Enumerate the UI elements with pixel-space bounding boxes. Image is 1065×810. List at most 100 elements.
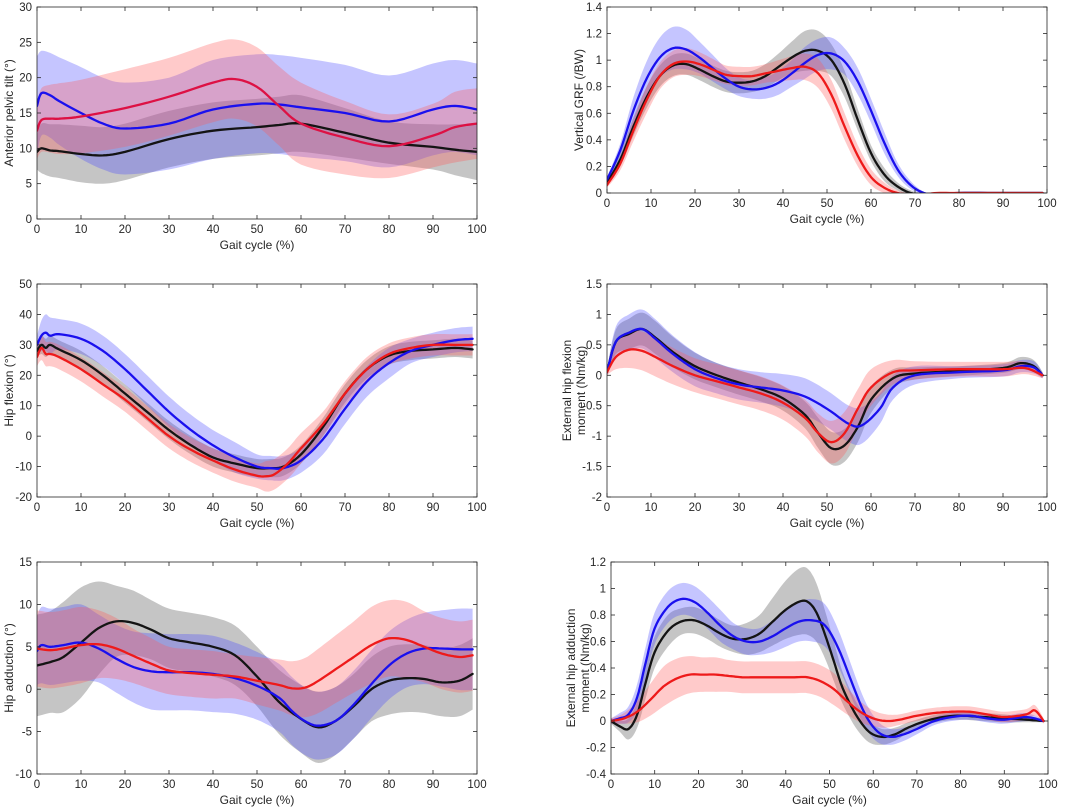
x-tick-label: 70 (911, 779, 924, 791)
x-tick-label: 0 (604, 198, 610, 210)
x-tick-label: 90 (998, 779, 1011, 791)
y-tick-label: -0.2 (586, 743, 606, 755)
chart-panel-hip-adduction-moment: 0 10 20 30 40 50 60 70 80 90 100 -0.4 -0.2 0 0.2 0.4 0.6… (564, 557, 1058, 807)
sd-band-blue (607, 26, 1043, 193)
x-tick-label: 90 (997, 198, 1010, 210)
x-tick-label: 30 (733, 198, 746, 210)
x-tick-label: 50 (823, 779, 836, 791)
x-tick-label: 60 (295, 779, 308, 791)
plot-area (607, 26, 1044, 193)
y-axis-label: Hip flexion (°) (2, 354, 16, 426)
x-tick-label: 40 (207, 779, 220, 791)
sd-band-black (37, 94, 477, 184)
x-tick-label: 20 (119, 224, 132, 236)
y-tick-label: 0 (596, 188, 602, 200)
x-tick-label: 100 (467, 224, 486, 236)
x-tick-label: 10 (75, 502, 88, 514)
x-tick-label: 20 (689, 198, 702, 210)
x-tick-label: 0 (608, 779, 614, 791)
sd-band-red (607, 48, 1043, 193)
y-axis-label: moment (Nm/kg) (578, 623, 592, 712)
x-tick-label: 20 (689, 502, 702, 514)
x-tick-label: 50 (251, 779, 264, 791)
x-tick-label: 40 (207, 224, 220, 236)
y-tick-label: 0 (26, 431, 32, 443)
x-tick-label: 80 (953, 502, 966, 514)
y-tick-label: 10 (19, 143, 32, 155)
y-tick-label: -10 (15, 462, 32, 474)
y-tick-label: 30 (19, 340, 32, 352)
x-tick-label: 100 (467, 502, 486, 514)
y-tick-label: 0.2 (586, 161, 602, 173)
series-line-blue (37, 331, 474, 470)
y-tick-label: 0.2 (590, 690, 606, 702)
x-tick-label: 20 (692, 779, 705, 791)
y-tick-label: 0.6 (586, 108, 602, 120)
series-line-crimson (37, 77, 477, 148)
x-axis-label: Gait cycle (%) (790, 516, 865, 530)
plot-area (37, 314, 474, 492)
plot-area (37, 39, 477, 184)
sd-band-blue (37, 604, 473, 760)
x-tick-label: 70 (339, 779, 352, 791)
y-tick-label: 0 (26, 684, 32, 696)
y-tick-label: 0.5 (586, 340, 602, 352)
series-line-blue (607, 46, 1044, 193)
x-tick-label: 50 (821, 198, 834, 210)
y-tick-label: -10 (15, 769, 32, 781)
x-tick-label: 100 (467, 779, 486, 791)
x-tick-label: 80 (383, 502, 396, 514)
sd-band-red (37, 599, 473, 718)
x-tick-label: 80 (953, 198, 966, 210)
x-tick-label: 90 (427, 224, 440, 236)
x-axis-label: Gait cycle (%) (220, 516, 295, 530)
x-tick-label: 40 (777, 198, 790, 210)
y-tick-label: 30 (19, 2, 32, 14)
y-tick-label: 0 (26, 214, 32, 226)
y-tick-label: -0.5 (582, 401, 602, 413)
chart-panel-hip-adduction: 0 10 20 30 40 50 60 70 80 90 100 -10 -5 0 5 10 15 Gait cy… (2, 557, 487, 807)
x-tick-label: 0 (604, 502, 610, 514)
y-tick-label: 15 (19, 108, 32, 120)
chart-panel-pelvic-tilt: 0 10 20 30 40 50 60 70 80 90 100 0 5 10 15 20 25 30 Gait c… (2, 2, 487, 252)
plot-area (37, 581, 474, 763)
y-tick-label: 0 (600, 716, 606, 728)
y-tick-label: -1.5 (582, 462, 602, 474)
x-tick-label: 20 (119, 502, 132, 514)
plot-area (611, 567, 1045, 745)
y-axis-label: Vertical GRF (/BW) (572, 49, 586, 151)
series-line-black (611, 599, 1045, 739)
y-tick-label: -20 (15, 492, 32, 504)
x-tick-label: 50 (821, 502, 834, 514)
series-line-red (607, 348, 1044, 444)
series-line-red (607, 60, 1044, 193)
x-axis-label: Gait cycle (%) (792, 793, 867, 807)
series-line-blue (607, 327, 1044, 428)
series-line-red (611, 673, 1045, 723)
chart-panel-hip-flexion: 0 10 20 30 40 50 60 70 80 90 100 -20 -10 0 10 20 30 40 50 G… (2, 279, 487, 530)
series-line-black (37, 619, 474, 729)
y-tick-label: 5 (26, 179, 32, 191)
x-axis-label: Gait cycle (%) (220, 238, 295, 252)
y-axis-label: moment (Nm/kg) (574, 346, 588, 435)
y-tick-label: 1 (596, 309, 602, 321)
y-tick-label: -5 (22, 727, 32, 739)
x-tick-label: 40 (779, 779, 792, 791)
x-tick-label: 0 (34, 224, 40, 236)
x-tick-label: 70 (339, 502, 352, 514)
y-tick-label: 1 (600, 584, 606, 596)
x-tick-label: 70 (909, 198, 922, 210)
sd-band-blue (37, 314, 473, 481)
y-tick-label: 1.2 (586, 29, 602, 41)
y-tick-label: -2 (592, 492, 602, 504)
x-tick-label: 10 (75, 224, 88, 236)
y-tick-label: 0 (596, 370, 602, 382)
x-tick-label: 70 (909, 502, 922, 514)
x-tick-label: 60 (295, 224, 308, 236)
y-tick-label: 20 (19, 370, 32, 382)
sd-band-black (611, 567, 1044, 745)
x-tick-label: 90 (997, 502, 1010, 514)
x-tick-label: 30 (163, 779, 176, 791)
y-axis-label: Hip adduction (°) (2, 623, 16, 713)
